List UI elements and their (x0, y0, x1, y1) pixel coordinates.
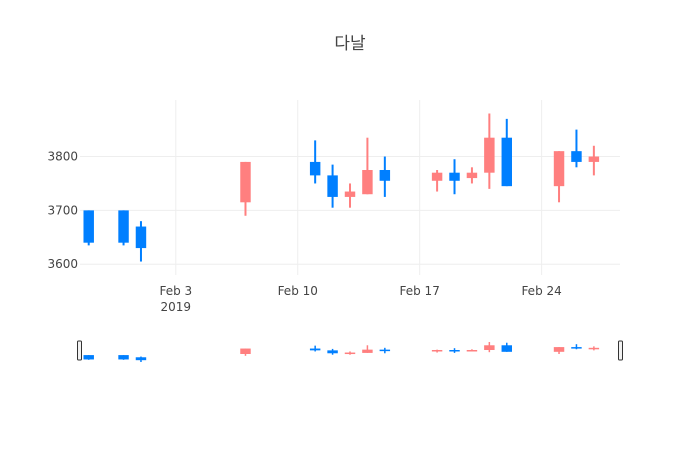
candle (309, 140, 321, 184)
candle (588, 145, 600, 176)
slider-candle-body (362, 349, 373, 353)
slider-candle-body (466, 350, 478, 352)
candle (83, 210, 94, 246)
slider-candle-body (501, 345, 512, 352)
slider-candle-body (553, 347, 565, 352)
slider-candle (344, 351, 356, 355)
candle-body (135, 226, 147, 249)
y-tick-label: 3700 (47, 203, 78, 217)
slider-candle-body (379, 349, 391, 352)
slider-candle (449, 348, 460, 353)
candle-body (501, 137, 512, 187)
candle (344, 183, 356, 208)
candle-body (240, 161, 251, 203)
slider-candle-body (571, 347, 582, 349)
range-slider-right-handle[interactable] (618, 340, 623, 361)
candle (466, 167, 478, 184)
slider-candle (83, 355, 94, 360)
candle-body (553, 151, 565, 187)
y-axis-tick-labels: 3600 3700 3800 (47, 150, 78, 272)
candle (240, 161, 251, 216)
range-slider-candles (83, 342, 600, 362)
candle-body (362, 170, 373, 195)
slider-candle (431, 349, 443, 353)
candle-body (466, 172, 478, 179)
slider-candle-body (431, 350, 443, 352)
candle (362, 137, 373, 195)
candle (571, 129, 582, 168)
candle-body (484, 137, 495, 173)
slider-candle (501, 342, 512, 352)
x-gridlines (175, 100, 543, 275)
slider-candle-body (118, 355, 129, 360)
candle (449, 159, 460, 195)
range-slider-left-handle[interactable] (77, 340, 82, 361)
slider-candle-body (344, 352, 356, 355)
slider-candle (135, 356, 147, 362)
candle (431, 170, 443, 192)
candle (379, 156, 391, 197)
y-gridlines (80, 156, 620, 265)
candle (135, 221, 147, 262)
slider-candle-body (449, 350, 460, 352)
candle (501, 118, 512, 187)
x-tick-year-label: 2019 (161, 300, 192, 314)
x-tick-label: Feb 17 (400, 284, 440, 298)
candle-body (449, 172, 460, 181)
x-tick-label: Feb 10 (278, 284, 318, 298)
slider-candle-body (484, 345, 495, 350)
candle-body (571, 151, 582, 162)
y-tick-label: 3600 (47, 257, 78, 271)
y-tick-label: 3800 (47, 150, 78, 164)
slider-candle (309, 345, 321, 352)
candle-body (83, 210, 94, 243)
candle-body (118, 210, 129, 243)
slider-candle (362, 345, 373, 353)
slider-candle-body (135, 357, 147, 361)
x-tick-label: Feb 24 (521, 284, 561, 298)
slider-candle-body (588, 347, 600, 350)
candle (553, 151, 565, 203)
chart-title: 다날 (334, 34, 366, 54)
slider-candle (327, 348, 338, 355)
candle-body (431, 172, 443, 181)
candle (118, 210, 129, 246)
candle-body (309, 161, 321, 176)
slider-candle-body (240, 348, 251, 354)
slider-candle-body (309, 348, 321, 351)
candlestick-series (83, 113, 600, 262)
range-slider[interactable] (77, 340, 623, 362)
candle (484, 113, 495, 189)
slider-candle (553, 347, 565, 354)
candle-body (588, 156, 600, 162)
slider-candle (240, 348, 251, 356)
candle-body (379, 170, 391, 181)
candle-body (344, 191, 356, 197)
slider-candle-body (327, 350, 338, 354)
x-axis-tick-labels: Feb 3 2019 Feb 10 Feb 17 Feb 24 (159, 284, 561, 314)
candle-body (327, 175, 338, 197)
slider-candle (588, 346, 600, 351)
slider-candle (379, 347, 391, 354)
candle (327, 164, 338, 208)
x-tick-label: Feb 3 (159, 284, 192, 298)
slider-candle (484, 342, 495, 353)
slider-candle-body (83, 355, 94, 360)
slider-candle (118, 355, 129, 360)
slider-candle (466, 349, 478, 352)
slider-candle (571, 344, 582, 350)
